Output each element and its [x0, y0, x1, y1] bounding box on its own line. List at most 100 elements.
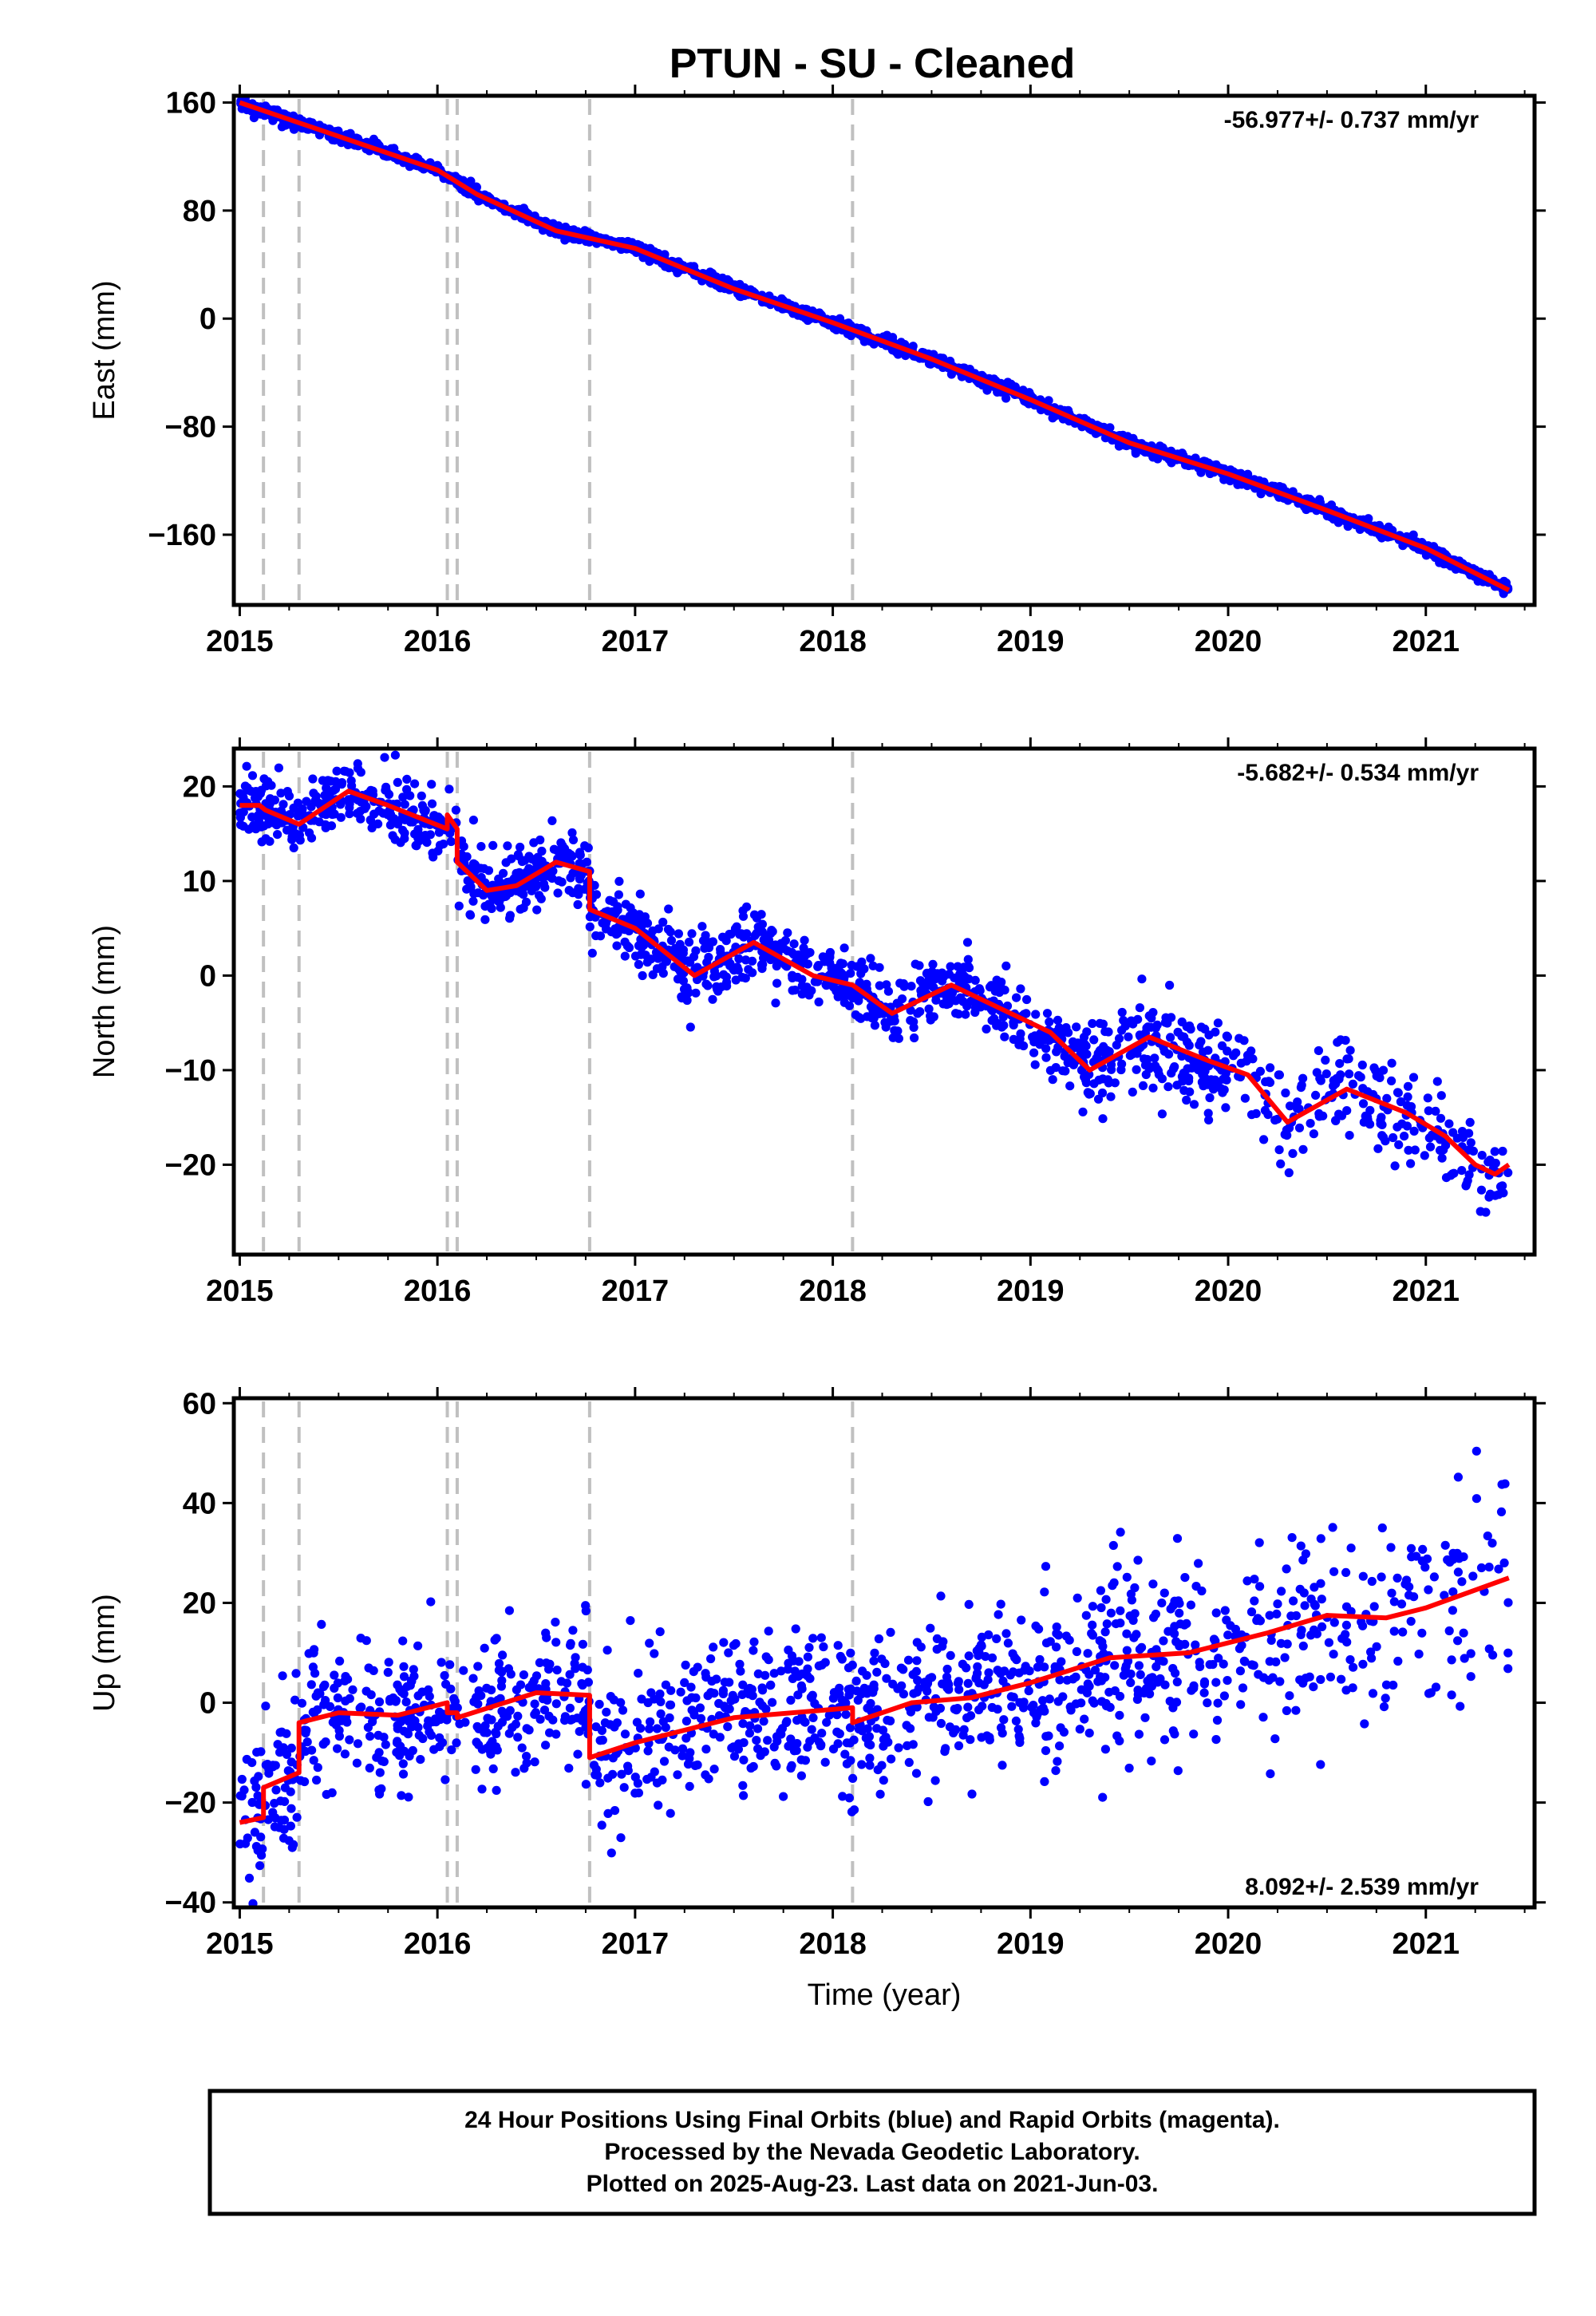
data-point — [837, 1695, 847, 1705]
data-point — [1345, 1655, 1355, 1665]
data-point — [271, 1813, 280, 1823]
data-point — [480, 915, 490, 924]
data-point — [281, 121, 290, 130]
data-point — [755, 1697, 764, 1707]
data-point — [1242, 1576, 1252, 1586]
data-point — [753, 1744, 763, 1753]
data-point — [496, 1694, 505, 1703]
data-point — [503, 841, 512, 851]
data-point — [1179, 1085, 1189, 1095]
data-point — [250, 1777, 259, 1786]
data-point — [345, 768, 354, 777]
data-point — [389, 1693, 398, 1703]
data-point — [1498, 1146, 1507, 1156]
data-point — [243, 1833, 252, 1843]
data-point — [413, 1641, 423, 1650]
data-point — [824, 1710, 834, 1720]
data-point — [1098, 1074, 1108, 1084]
data-point — [745, 1721, 755, 1730]
data-point — [1101, 1701, 1112, 1711]
data-point — [779, 1792, 788, 1801]
data-point — [1472, 1446, 1481, 1456]
data-point — [1447, 1655, 1456, 1665]
data-point — [725, 930, 734, 939]
data-point — [573, 1749, 583, 1759]
data-point — [1035, 1654, 1045, 1665]
data-point — [268, 1761, 278, 1770]
data-point — [861, 1733, 871, 1743]
data-point — [915, 1007, 925, 1017]
data-point — [782, 1717, 792, 1726]
data-point — [1372, 1642, 1381, 1651]
data-point — [491, 1727, 500, 1737]
data-point — [946, 962, 955, 971]
data-point — [971, 1672, 982, 1682]
data-point — [887, 1754, 896, 1764]
data-point — [1472, 1494, 1481, 1504]
data-point — [379, 1757, 389, 1766]
data-point — [1309, 1129, 1318, 1139]
data-point — [1106, 1060, 1116, 1069]
data-point — [482, 1683, 492, 1693]
data-point — [257, 837, 267, 847]
data-point — [1317, 1622, 1327, 1631]
data-point — [1189, 1729, 1199, 1739]
data-point — [1081, 1611, 1091, 1620]
data-point — [843, 1685, 853, 1694]
data-point — [504, 1729, 514, 1738]
data-point — [1310, 1583, 1319, 1592]
data-point — [332, 766, 342, 776]
data-point — [454, 901, 464, 911]
data-point — [1061, 1066, 1070, 1076]
data-point — [725, 958, 735, 968]
data-point — [1400, 1132, 1409, 1141]
data-point — [721, 972, 732, 982]
data-point — [1110, 1686, 1120, 1696]
data-point — [1387, 1076, 1396, 1085]
data-point — [1358, 1621, 1368, 1630]
data-point — [970, 1003, 980, 1013]
data-point — [411, 840, 421, 850]
data-point — [666, 927, 675, 937]
data-point — [1464, 1145, 1473, 1155]
data-point — [869, 339, 879, 349]
data-point — [1211, 1608, 1221, 1618]
data-point — [829, 982, 839, 992]
y-axis-label-north: North (mm) — [88, 925, 121, 1078]
data-point — [660, 954, 670, 964]
data-point — [759, 1717, 768, 1726]
data-point — [614, 890, 624, 899]
data-point — [963, 1678, 973, 1688]
data-point — [748, 968, 757, 978]
data-point — [1369, 1063, 1379, 1073]
data-point — [907, 982, 916, 991]
data-point — [800, 1717, 809, 1726]
data-point — [789, 939, 799, 949]
data-point — [709, 972, 719, 982]
data-point — [797, 981, 807, 990]
data-point — [1048, 1075, 1057, 1085]
data-point — [541, 1741, 551, 1750]
data-point — [675, 943, 685, 952]
data-point — [236, 820, 246, 830]
data-point — [1298, 1073, 1308, 1083]
data-point — [1286, 1611, 1296, 1621]
data-point — [266, 794, 275, 804]
data-point — [504, 1606, 515, 1615]
data-point — [1316, 1534, 1325, 1543]
data-point — [790, 1666, 800, 1676]
data-point — [495, 897, 504, 907]
data-point — [1373, 1144, 1383, 1153]
data-point — [634, 959, 644, 970]
data-point — [427, 780, 437, 789]
data-point — [1274, 1070, 1283, 1080]
data-point — [1298, 1641, 1308, 1651]
data-point — [706, 1654, 716, 1664]
data-point — [904, 1757, 914, 1767]
data-point — [1045, 1694, 1054, 1704]
data-point — [678, 1751, 687, 1761]
data-point — [1305, 1672, 1314, 1682]
data-point — [353, 1739, 363, 1749]
data-point — [1410, 1145, 1420, 1155]
data-point — [1440, 1540, 1450, 1550]
